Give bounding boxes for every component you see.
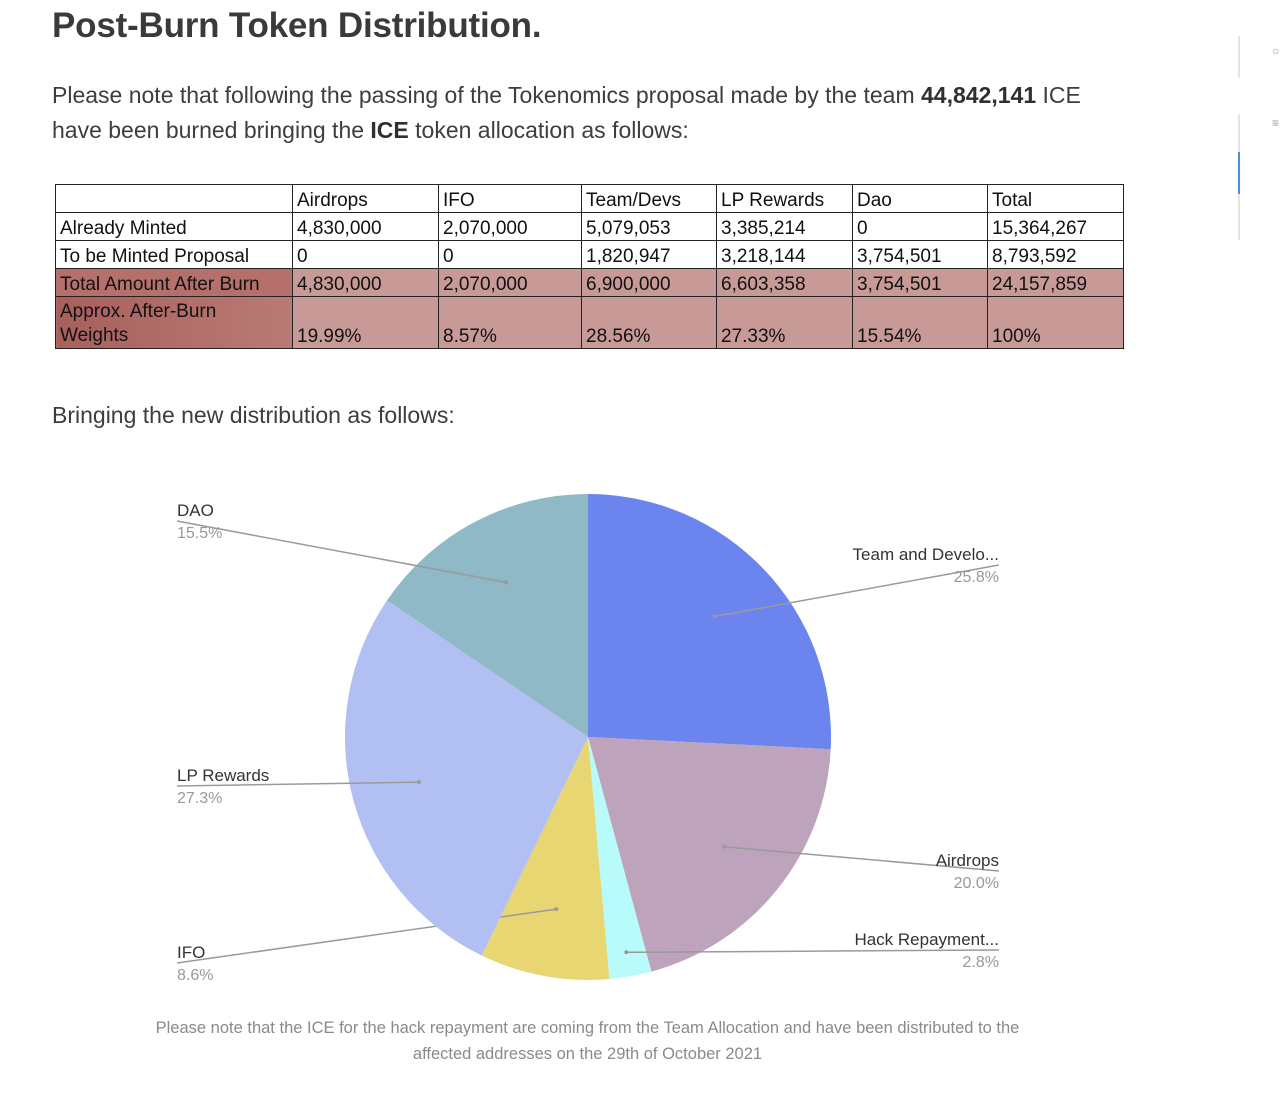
table-cell: 0	[852, 212, 988, 241]
pie-slice-ifo	[481, 737, 610, 981]
right-edge-toolbar: ○ ≡	[1238, 0, 1280, 260]
pie-slice-hack-repayment	[588, 737, 652, 980]
table-cell: 6,900,000	[581, 268, 717, 297]
table-row: Already Minted 4,830,000 2,070,000 5,079…	[55, 212, 1124, 241]
table-header-cell	[55, 184, 293, 213]
leader-line	[714, 564, 1000, 618]
leader-dot	[722, 844, 727, 849]
slice-percent-label: 25.8%	[954, 569, 999, 586]
toolbar-divider	[1238, 36, 1240, 78]
row-label: Already Minted	[55, 212, 293, 241]
table-cell: 0	[438, 240, 582, 269]
distribution-subheading: Bringing the new distribution as follows…	[52, 402, 455, 428]
slice-label: Hack Repayment...	[854, 930, 999, 949]
pie-slice-lp-rewards	[344, 600, 588, 956]
slice-label: LP Rewards	[177, 766, 269, 785]
leader-dot	[417, 780, 421, 785]
leader-line	[724, 846, 1000, 872]
slice-label: Team and Develo...	[853, 545, 999, 564]
table-cell: 3,385,214	[716, 212, 853, 241]
chart-caption: Please note that the ICE for the hack re…	[155, 1019, 1020, 1063]
leader-line	[176, 520, 507, 584]
slice-percent-label: 2.8%	[963, 954, 999, 971]
table-header-cell: Total	[987, 184, 1124, 213]
pie-slice-dao	[387, 494, 588, 737]
leader-dot	[712, 614, 717, 619]
scroll-position-indicator	[1238, 152, 1240, 194]
table-header-cell: Team/Devs	[581, 184, 717, 213]
leader-line	[176, 781, 420, 787]
table-row: Total Amount After Burn 4,830,000 2,070,…	[55, 268, 1124, 297]
pie-chart-container: Team and Develo... 25.8% Airdrops 20.0% Hack…	[0, 440, 1280, 1020]
table-cell: 28.56%	[581, 296, 717, 349]
table-cell: 2,070,000	[438, 268, 582, 297]
leader-dot	[504, 580, 509, 585]
slice-percent-label: 8.6%	[177, 967, 213, 984]
leader-line	[626, 949, 1000, 954]
intro-text-3: token allocation as follows:	[408, 117, 689, 143]
table-cell: 3,218,144	[716, 240, 853, 269]
slice-percent-label: 15.5%	[177, 525, 222, 542]
row-label: Total Amount After Burn	[55, 268, 293, 297]
page-title: Post-Burn Token Distribution.	[52, 6, 542, 45]
table-cell: 3,754,501	[852, 268, 988, 297]
slice-label: Airdrops	[936, 851, 999, 870]
table-cell: 27.33%	[716, 296, 853, 349]
slice-percent-label: 27.3%	[177, 790, 222, 807]
table-cell: 8,793,592	[987, 240, 1124, 269]
table-header-cell: Dao	[852, 184, 988, 213]
leader-dot	[554, 907, 559, 912]
table-cell: 1,820,947	[581, 240, 717, 269]
table-header-cell: IFO	[438, 184, 582, 213]
pie-slice-airdrops	[588, 737, 831, 972]
distribution-table: Airdrops IFO Team/Devs LP Rewards Dao To…	[55, 184, 1124, 349]
table-cell: 6,603,358	[716, 268, 853, 297]
table-cell: 100%	[987, 296, 1124, 349]
pie-chart: Team and Develo... 25.8% Airdrops 20.0% Hack…	[176, 494, 1000, 984]
row-label: To be Minted Proposal	[55, 240, 293, 269]
table-cell: 15.54%	[852, 296, 988, 349]
slice-label: IFO	[177, 943, 205, 962]
leader-dot	[624, 950, 629, 955]
burn-amount: 44,842,141	[921, 82, 1037, 108]
table-cell: 15,364,267	[987, 212, 1124, 241]
table-cell: 4,830,000	[292, 268, 439, 297]
intro-paragraph: Please note that following the passing o…	[52, 78, 1132, 148]
table-cell: 8.57%	[438, 296, 582, 349]
table-cell: 19.99%	[292, 296, 439, 349]
table-cell: 3,754,501	[852, 240, 988, 269]
table-row: To be Minted Proposal 0 0 1,820,947 3,21…	[55, 240, 1124, 269]
table-cell: 2,070,000	[438, 212, 582, 241]
table-header-cell: LP Rewards	[716, 184, 853, 213]
table-header-cell: Airdrops	[292, 184, 439, 213]
table-cell: 5,079,053	[581, 212, 717, 241]
menu-icon[interactable]: ≡	[1272, 116, 1280, 130]
token-name: ICE	[370, 117, 409, 143]
table-cell: 4,830,000	[292, 212, 439, 241]
intro-text-1: Please note that following the passing o…	[52, 82, 921, 108]
intro-text-2: ICE have been burned bringing the	[52, 82, 1081, 143]
slice-label: DAO	[177, 501, 214, 520]
table-row: Approx. After-Burn Weights 19.99% 8.57% …	[55, 296, 1124, 349]
table-cell: 0	[292, 240, 439, 269]
search-icon[interactable]: ○	[1272, 44, 1280, 58]
table-cell: 24,157,859	[987, 268, 1124, 297]
slice-percent-label: 20.0%	[954, 875, 999, 892]
pie-slice-team-and-develo	[588, 494, 831, 750]
row-label: Approx. After-Burn Weights	[55, 296, 293, 349]
table-header-row: Airdrops IFO Team/Devs LP Rewards Dao To…	[55, 184, 1124, 213]
